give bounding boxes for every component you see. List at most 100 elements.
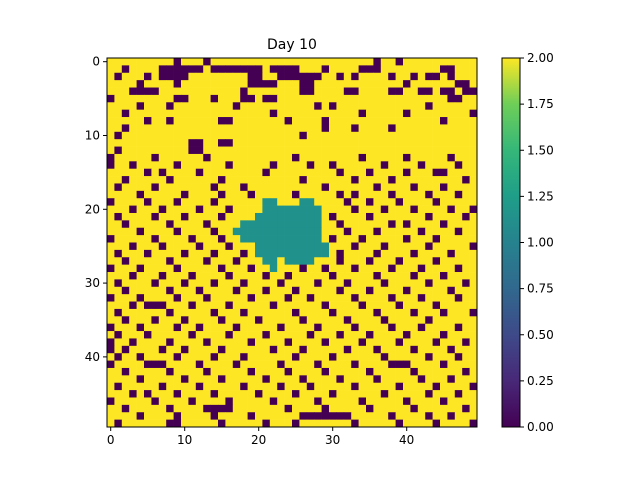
heatmap-cell: [122, 147, 130, 155]
heatmap-cell: [351, 412, 359, 420]
heatmap-cell: [396, 338, 404, 346]
heatmap-cell: [425, 383, 433, 391]
heatmap-cell: [166, 191, 174, 199]
heatmap-cell: [425, 294, 433, 302]
heatmap-cell: [233, 338, 241, 346]
heatmap-cell: [255, 309, 263, 317]
heatmap-cell: [181, 302, 189, 310]
heatmap-cell: [381, 161, 389, 169]
heatmap-cell: [381, 58, 389, 66]
heatmap-cell: [344, 257, 352, 265]
heatmap-cell: [314, 324, 322, 332]
heatmap-cell: [188, 375, 196, 383]
heatmap-cell: [418, 124, 426, 132]
heatmap-cell: [396, 176, 404, 184]
heatmap-cell: [159, 309, 167, 317]
heatmap-cell: [174, 80, 182, 88]
heatmap-cell: [196, 154, 204, 162]
heatmap-cell: [307, 132, 315, 140]
heatmap-cell: [462, 73, 470, 81]
heatmap-cell: [181, 390, 189, 398]
heatmap-cell: [314, 161, 322, 169]
heatmap-cell: [447, 287, 455, 295]
heatmap-cell: [114, 88, 122, 96]
heatmap-cell: [277, 235, 285, 243]
heatmap-cell: [359, 324, 367, 332]
heatmap-cell: [285, 124, 293, 132]
heatmap-cell: [137, 420, 145, 428]
heatmap-cell: [351, 220, 359, 228]
heatmap-cell: [188, 265, 196, 273]
heatmap-cell: [322, 73, 330, 81]
heatmap-cell: [203, 80, 211, 88]
heatmap-cell: [144, 124, 152, 132]
heatmap-cell: [144, 383, 152, 391]
heatmap-cell: [322, 331, 330, 339]
heatmap-cell: [114, 58, 122, 66]
heatmap-cell: [285, 88, 293, 96]
heatmap-cell: [270, 250, 278, 258]
heatmap-cell: [359, 250, 367, 258]
heatmap-cell: [107, 73, 115, 81]
heatmap-cell: [181, 294, 189, 302]
heatmap-cell: [388, 383, 396, 391]
heatmap-cell: [159, 324, 167, 332]
heatmap-cell: [262, 235, 270, 243]
heatmap-cell: [366, 279, 374, 287]
heatmap-cell: [366, 117, 374, 125]
heatmap-cell: [137, 294, 145, 302]
heatmap-cell: [144, 191, 152, 199]
heatmap-cell: [455, 220, 463, 228]
heatmap-cell: [151, 316, 159, 324]
heatmap-cell: [359, 161, 367, 169]
heatmap-cell: [314, 279, 322, 287]
heatmap-cell: [410, 58, 418, 66]
heatmap-cell: [151, 124, 159, 132]
heatmap-cell: [159, 257, 167, 265]
heatmap-cell: [425, 353, 433, 361]
heatmap-cell: [314, 412, 322, 420]
heatmap-cell: [262, 375, 270, 383]
heatmap-cell: [151, 154, 159, 162]
heatmap-cell: [107, 383, 115, 391]
heatmap-cell: [359, 80, 367, 88]
heatmap-cell: [107, 250, 115, 258]
heatmap-cell: [203, 183, 211, 191]
heatmap-cell: [248, 220, 256, 228]
heatmap-cell: [314, 420, 322, 428]
heatmap-cell: [248, 147, 256, 155]
heatmap-cell: [366, 316, 374, 324]
heatmap-cell: [262, 361, 270, 369]
heatmap-cell: [188, 338, 196, 346]
heatmap-cell: [181, 176, 189, 184]
heatmap-cell: [159, 147, 167, 155]
heatmap-cell: [440, 405, 448, 413]
heatmap-cell: [114, 243, 122, 251]
heatmap-cell: [366, 390, 374, 398]
heatmap-cell: [322, 213, 330, 221]
heatmap-cell: [410, 353, 418, 361]
heatmap-cell: [151, 117, 159, 125]
heatmap-cell: [329, 206, 337, 214]
heatmap-cell: [240, 88, 248, 96]
heatmap-cell: [299, 324, 307, 332]
y-tick-label: 0: [92, 55, 100, 69]
heatmap-cell: [410, 73, 418, 81]
heatmap-cell: [285, 243, 293, 251]
heatmap-cell: [410, 220, 418, 228]
heatmap-cell: [181, 206, 189, 214]
heatmap-cell: [433, 110, 441, 118]
heatmap-cell: [137, 206, 145, 214]
heatmap-cell: [233, 213, 241, 221]
heatmap-cell: [144, 324, 152, 332]
heatmap-cell: [240, 420, 248, 428]
heatmap-cell: [277, 154, 285, 162]
heatmap-cell: [122, 346, 130, 354]
heatmap-cell: [314, 361, 322, 369]
heatmap-cell: [248, 302, 256, 310]
heatmap-cell: [440, 346, 448, 354]
heatmap-cell: [188, 154, 196, 162]
heatmap-cell: [196, 257, 204, 265]
heatmap-cell: [455, 154, 463, 162]
heatmap-cell: [277, 390, 285, 398]
